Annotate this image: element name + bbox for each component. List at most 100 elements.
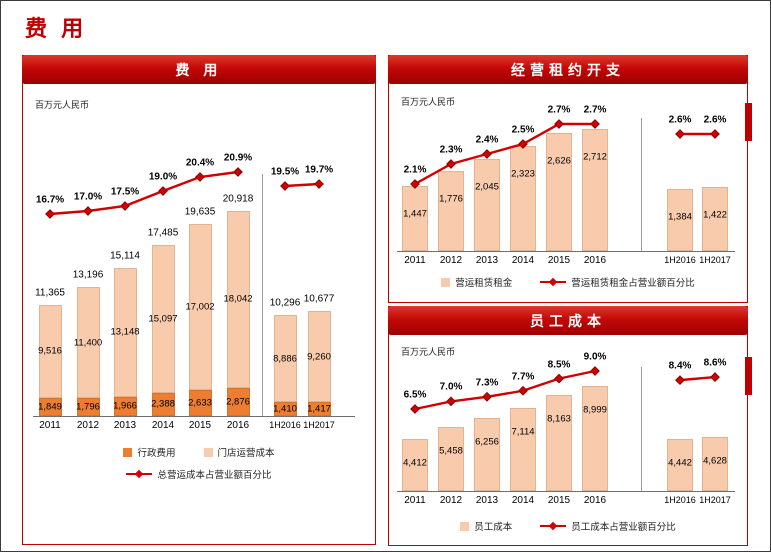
x-axis-label: 2013 bbox=[113, 420, 137, 431]
percent-label: 17.5% bbox=[110, 186, 140, 198]
staff-cost-legend: 员工成本 员工成本占营业额百分比 bbox=[389, 519, 747, 533]
x-axis-label: 2015 bbox=[188, 420, 212, 431]
bar-value-label: 8,886 bbox=[273, 353, 297, 365]
panel-expenses-title: 费 用 bbox=[175, 61, 223, 78]
legend-item-lease-rent-pct: 营运租赁租金占营业额百分比 bbox=[540, 275, 695, 289]
bar-value-label: 9,516 bbox=[38, 345, 62, 357]
bar-value-label: 18,042 bbox=[223, 293, 253, 305]
x-axis-label: 1H2017 bbox=[303, 420, 335, 430]
bar-segment bbox=[38, 304, 62, 398]
unit-label: 百万元人民币 bbox=[401, 347, 456, 357]
percent-label: 2.5% bbox=[511, 124, 535, 136]
bar-value-label: 2,626 bbox=[547, 155, 571, 167]
bar-total-label: 13,196 bbox=[72, 269, 104, 281]
bar-value-label: 1,849 bbox=[38, 401, 62, 413]
x-axis-label: 2012 bbox=[439, 255, 463, 266]
bar-total-label: 10,296 bbox=[269, 297, 301, 309]
bar-segment bbox=[402, 439, 428, 491]
x-axis-label: 2016 bbox=[226, 420, 250, 431]
percent-label: 2.4% bbox=[475, 134, 499, 146]
percent-label: 9.0% bbox=[583, 351, 607, 363]
bar-segment bbox=[273, 402, 297, 416]
bar-segment bbox=[273, 315, 297, 403]
x-axis-label: 2014 bbox=[511, 495, 535, 506]
x-axis-label: 1H2016 bbox=[664, 495, 696, 505]
bar-value-label: 2,388 bbox=[151, 398, 175, 410]
percent-label: 8.5% bbox=[547, 359, 571, 371]
bar-segment bbox=[667, 188, 693, 251]
percent-label: 2.3% bbox=[439, 144, 463, 156]
panel-staff-cost: 员工成本 百万元人民币 4,412 2011 6.5% 5,458 2012 7.0% 6,… bbox=[388, 306, 748, 546]
bar-segment bbox=[188, 390, 212, 416]
x-axis-label: 2016 bbox=[583, 255, 607, 266]
percent-label: 2.6% bbox=[703, 114, 727, 126]
x-axis-label: 2013 bbox=[475, 255, 499, 266]
percent-label: 19.7% bbox=[304, 164, 334, 176]
bar-value-label: 1,447 bbox=[403, 208, 427, 220]
bar-total-label: 11,365 bbox=[35, 287, 65, 299]
percent-label: 7.7% bbox=[511, 371, 535, 383]
x-axis-label: 1H2017 bbox=[699, 495, 731, 505]
bar-segment bbox=[438, 171, 464, 251]
bar-segment bbox=[151, 244, 175, 393]
bar-segment bbox=[38, 397, 62, 416]
x-axis bbox=[397, 251, 735, 252]
group-divider bbox=[641, 118, 642, 251]
percent-label: 2.7% bbox=[547, 104, 571, 116]
trend-line-legend-icon bbox=[540, 521, 567, 531]
lease-expense-chart: 1,447 2011 2.1% 1,776 2012 2.3% 2,045 2013 2.4% 2… bbox=[389, 56, 747, 302]
bar-segment bbox=[188, 223, 212, 391]
panel-lease-expense-header: 经营租约开支 bbox=[388, 55, 748, 84]
bar-segment bbox=[510, 407, 536, 491]
bar-value-label: 1,410 bbox=[273, 403, 297, 415]
bar-total-label: 10,677 bbox=[303, 293, 335, 305]
bar-value-label: 9,260 bbox=[307, 351, 331, 363]
bar-value-label: 7,114 bbox=[511, 426, 535, 438]
x-axis-label: 2013 bbox=[475, 495, 499, 506]
bar-value-label: 17,002 bbox=[185, 301, 215, 313]
x-axis-label: 2014 bbox=[511, 255, 535, 266]
expenses-legend: 行政费用 门店运营成本 总营运成本占营业额百分比 bbox=[23, 445, 375, 481]
x-axis-label: 1H2017 bbox=[699, 255, 731, 265]
store-cost-swatch bbox=[203, 447, 213, 457]
bar-value-label: 1,417 bbox=[307, 403, 331, 415]
bar-segment bbox=[474, 417, 500, 491]
bar-total-label: 20,918 bbox=[222, 193, 254, 205]
bar-segment bbox=[474, 158, 500, 251]
bar-value-label: 1,422 bbox=[703, 209, 727, 221]
x-axis-label: 2012 bbox=[76, 420, 100, 431]
bar-segment bbox=[307, 311, 331, 403]
bar-segment bbox=[667, 439, 693, 491]
bar-value-label: 11,400 bbox=[73, 337, 103, 349]
bar-value-label: 2,712 bbox=[583, 151, 607, 163]
legend-label: 营运租赁租金占营业额百分比 bbox=[571, 278, 695, 289]
trend-line-legend-icon bbox=[126, 469, 153, 479]
panel-expenses: 费 用 百万元人民币 1,849 9,516 11,365 2011 16.7% 1,79… bbox=[22, 55, 376, 545]
bar-value-label: 1,776 bbox=[439, 193, 463, 205]
bar-segment bbox=[113, 396, 137, 416]
percent-label: 20.4% bbox=[185, 157, 215, 169]
legend-label: 行政费用 bbox=[137, 448, 176, 459]
panel-staff-cost-title: 员工成本 bbox=[530, 312, 606, 329]
panel-lease-expense-title: 经营租约开支 bbox=[511, 61, 625, 78]
group-divider bbox=[641, 367, 642, 491]
bar-segment bbox=[402, 185, 428, 251]
bar-segment bbox=[702, 436, 728, 491]
bar-segment bbox=[226, 387, 250, 416]
x-axis-label: 2015 bbox=[547, 255, 571, 266]
panel-staff-cost-header: 员工成本 bbox=[388, 306, 748, 335]
legend-item-lease-rent: 营运租赁租金 bbox=[441, 275, 512, 289]
bar-total-label: 17,485 bbox=[147, 227, 179, 239]
bar-segment bbox=[76, 286, 100, 399]
bar-segment bbox=[582, 385, 608, 491]
legend-item-admin-cost: 行政费用 bbox=[123, 445, 176, 459]
bar-total-label: 19,635 bbox=[184, 206, 216, 218]
legend-item-store-cost: 门店运营成本 bbox=[203, 445, 275, 459]
bar-segment bbox=[307, 402, 331, 416]
staff-cost-swatch bbox=[460, 521, 470, 531]
red-accent-tab-top bbox=[745, 103, 752, 141]
admin-cost-swatch bbox=[123, 447, 133, 457]
bar-segment bbox=[702, 187, 728, 251]
panel-lease-expense: 经营租约开支 百万元人民币 1,447 2011 2.1% 1,776 2012 2.3%… bbox=[388, 55, 748, 303]
legend-label: 营运租赁租金 bbox=[455, 278, 513, 289]
